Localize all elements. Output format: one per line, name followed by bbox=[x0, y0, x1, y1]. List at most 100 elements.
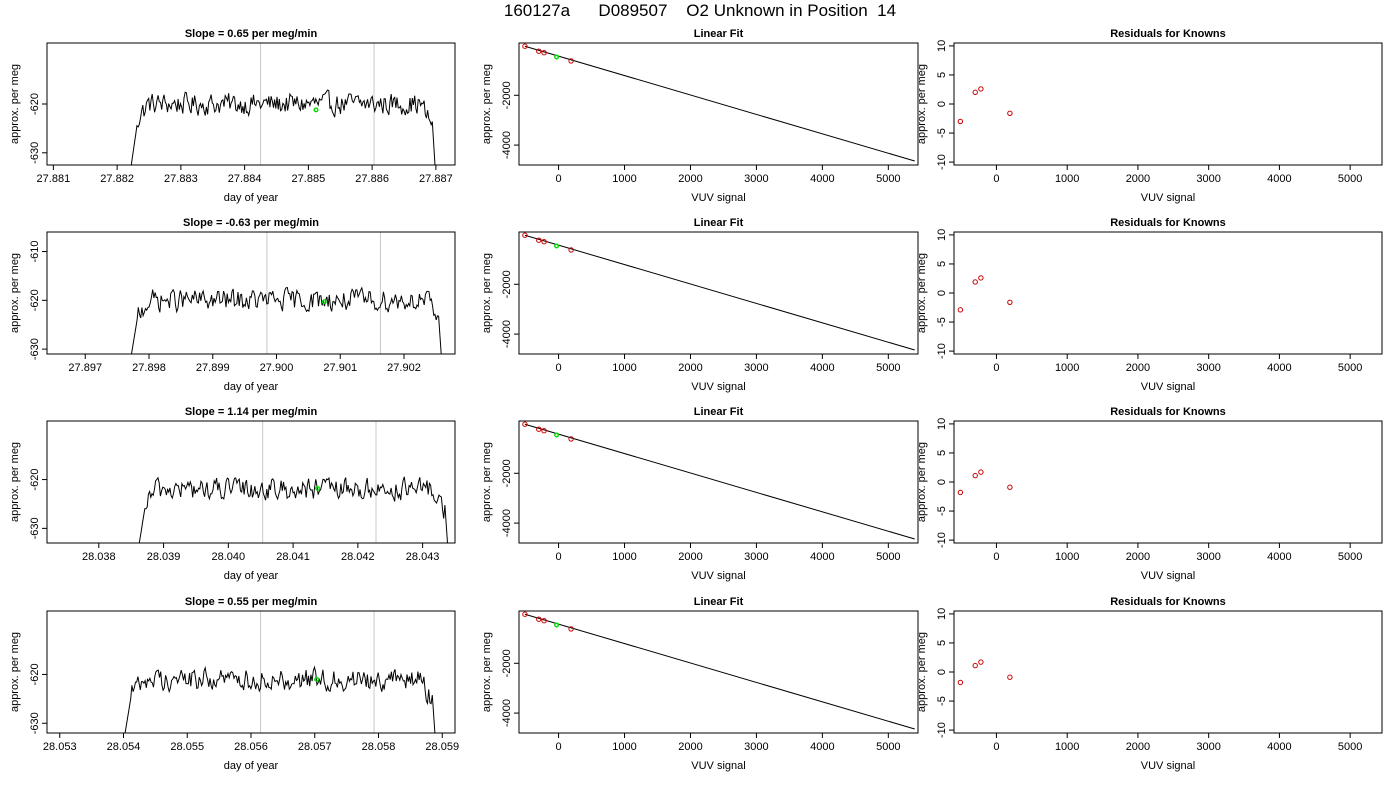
plot-area bbox=[138, 421, 449, 543]
y-tick-label: 0 bbox=[936, 290, 948, 296]
x-tick-label: 0 bbox=[556, 173, 562, 185]
data-trace bbox=[130, 286, 442, 354]
known-point bbox=[957, 307, 964, 313]
x-tick-label: 27.897 bbox=[68, 362, 102, 374]
y-axis-label: approx. per meg bbox=[481, 64, 493, 144]
known-point bbox=[541, 50, 547, 56]
known-point bbox=[522, 232, 528, 238]
plot-frame bbox=[46, 42, 456, 166]
x-tick-label: 27.901 bbox=[323, 362, 357, 374]
x-tick-label: 5000 bbox=[1338, 362, 1362, 374]
x-axis-label: day of year bbox=[224, 192, 279, 204]
chart-title: Linear Fit bbox=[694, 596, 744, 608]
known-point bbox=[536, 426, 542, 432]
x-tick-label: 4000 bbox=[810, 362, 834, 374]
chart-title: Linear Fit bbox=[694, 28, 744, 40]
y-tick-label: -630 bbox=[29, 142, 41, 164]
plot-frame bbox=[518, 231, 919, 355]
chart-panel: Residuals for Knowns 0 1000 2000 3000 4000 500… bbox=[916, 217, 1383, 393]
chart-title: Slope = -0.63 per meg/min bbox=[183, 217, 319, 229]
known-point bbox=[568, 626, 574, 632]
x-tick-label: 2000 bbox=[678, 173, 702, 185]
x-tick-label: 27.900 bbox=[260, 362, 294, 374]
y-tick-label: 5 bbox=[936, 450, 948, 456]
x-tick-label: 28.041 bbox=[276, 551, 310, 563]
chart-panel: Slope = 1.14 per meg/min 28.038 28.039 28.0… bbox=[9, 406, 456, 582]
x-tick-label: 28.043 bbox=[406, 551, 440, 563]
x-tick-label: 1000 bbox=[1055, 551, 1079, 563]
x-tick-label: 1000 bbox=[1055, 362, 1079, 374]
x-axis-label: day of year bbox=[224, 760, 279, 772]
x-axis-label: VUV signal bbox=[1141, 192, 1195, 204]
unknown-point bbox=[321, 299, 327, 305]
unknown-point bbox=[554, 432, 560, 438]
x-tick-label: 27.885 bbox=[292, 173, 326, 185]
fit-line bbox=[524, 45, 915, 162]
x-tick-label: 28.053 bbox=[43, 741, 77, 753]
chart-title: Linear Fit bbox=[694, 406, 744, 418]
x-tick-label: 4000 bbox=[1267, 362, 1291, 374]
y-tick-label: -620 bbox=[29, 663, 41, 685]
y-tick-label: -10 bbox=[936, 343, 948, 359]
known-point bbox=[972, 279, 978, 285]
x-tick-label: 28.057 bbox=[298, 741, 332, 753]
x-tick-label: 0 bbox=[993, 741, 999, 753]
x-tick-label: 27.882 bbox=[100, 173, 134, 185]
x-tick-label: 2000 bbox=[1126, 551, 1150, 563]
x-tick-label: 4000 bbox=[810, 551, 834, 563]
x-tick-label: 5000 bbox=[876, 362, 900, 374]
fit-line bbox=[524, 423, 915, 540]
y-axis-label: approx. per meg bbox=[481, 442, 493, 522]
x-tick-label: 4000 bbox=[810, 173, 834, 185]
plot-frame bbox=[46, 231, 456, 355]
known-point bbox=[978, 86, 984, 92]
known-point bbox=[541, 618, 547, 624]
y-tick-label: 10 bbox=[936, 418, 948, 430]
y-tick-label: -630 bbox=[29, 338, 41, 360]
known-point bbox=[568, 247, 574, 253]
x-tick-label: 0 bbox=[556, 741, 562, 753]
x-tick-label: 0 bbox=[556, 551, 562, 563]
x-tick-label: 28.055 bbox=[170, 741, 204, 753]
x-axis-label: day of year bbox=[224, 570, 279, 582]
x-axis-label: VUV signal bbox=[691, 570, 745, 582]
unknown-point bbox=[315, 485, 321, 491]
known-point bbox=[978, 659, 984, 665]
plot-area bbox=[522, 611, 915, 730]
plot-frame bbox=[953, 231, 1383, 355]
x-tick-label: 28.040 bbox=[212, 551, 246, 563]
x-tick-label: 3000 bbox=[744, 362, 768, 374]
x-tick-label: 3000 bbox=[744, 551, 768, 563]
plot-area bbox=[522, 232, 915, 351]
y-axis-label: approx. per meg bbox=[916, 253, 928, 333]
known-point bbox=[541, 428, 547, 434]
x-tick-label: 28.042 bbox=[341, 551, 375, 563]
y-tick-label: -5 bbox=[936, 317, 948, 327]
chart-title: Residuals for Knowns bbox=[1110, 28, 1226, 40]
x-tick-label: 5000 bbox=[876, 551, 900, 563]
data-trace bbox=[130, 89, 436, 165]
x-axis-label: VUV signal bbox=[691, 381, 745, 393]
x-tick-label: 3000 bbox=[1196, 362, 1220, 374]
known-point bbox=[536, 48, 542, 54]
unknown-point bbox=[554, 243, 560, 249]
known-point bbox=[1007, 110, 1013, 116]
known-point bbox=[1007, 674, 1013, 680]
x-tick-label: 5000 bbox=[1338, 551, 1362, 563]
known-point bbox=[522, 421, 528, 427]
known-point bbox=[972, 472, 978, 479]
x-tick-label: 5000 bbox=[876, 741, 900, 753]
y-axis-label: approx. per meg bbox=[916, 442, 928, 522]
x-tick-label: 2000 bbox=[1126, 173, 1150, 185]
fit-line bbox=[524, 234, 915, 351]
chart-panel: Slope = 0.65 per meg/min 27.881 27.882 27.8… bbox=[9, 28, 456, 204]
x-tick-label: 28.056 bbox=[234, 741, 268, 753]
x-tick-label: 4000 bbox=[1267, 551, 1291, 563]
x-tick-label: 28.039 bbox=[147, 551, 181, 563]
chart-title: Slope = 1.14 per meg/min bbox=[185, 406, 318, 418]
y-tick-label: -4000 bbox=[501, 699, 513, 727]
chart-title: Slope = 0.65 per meg/min bbox=[185, 28, 318, 40]
chart-panel: Residuals for Knowns 0 1000 2000 3000 4000 500… bbox=[916, 596, 1383, 772]
y-tick-label: -4000 bbox=[501, 320, 513, 348]
x-tick-label: 5000 bbox=[1338, 741, 1362, 753]
